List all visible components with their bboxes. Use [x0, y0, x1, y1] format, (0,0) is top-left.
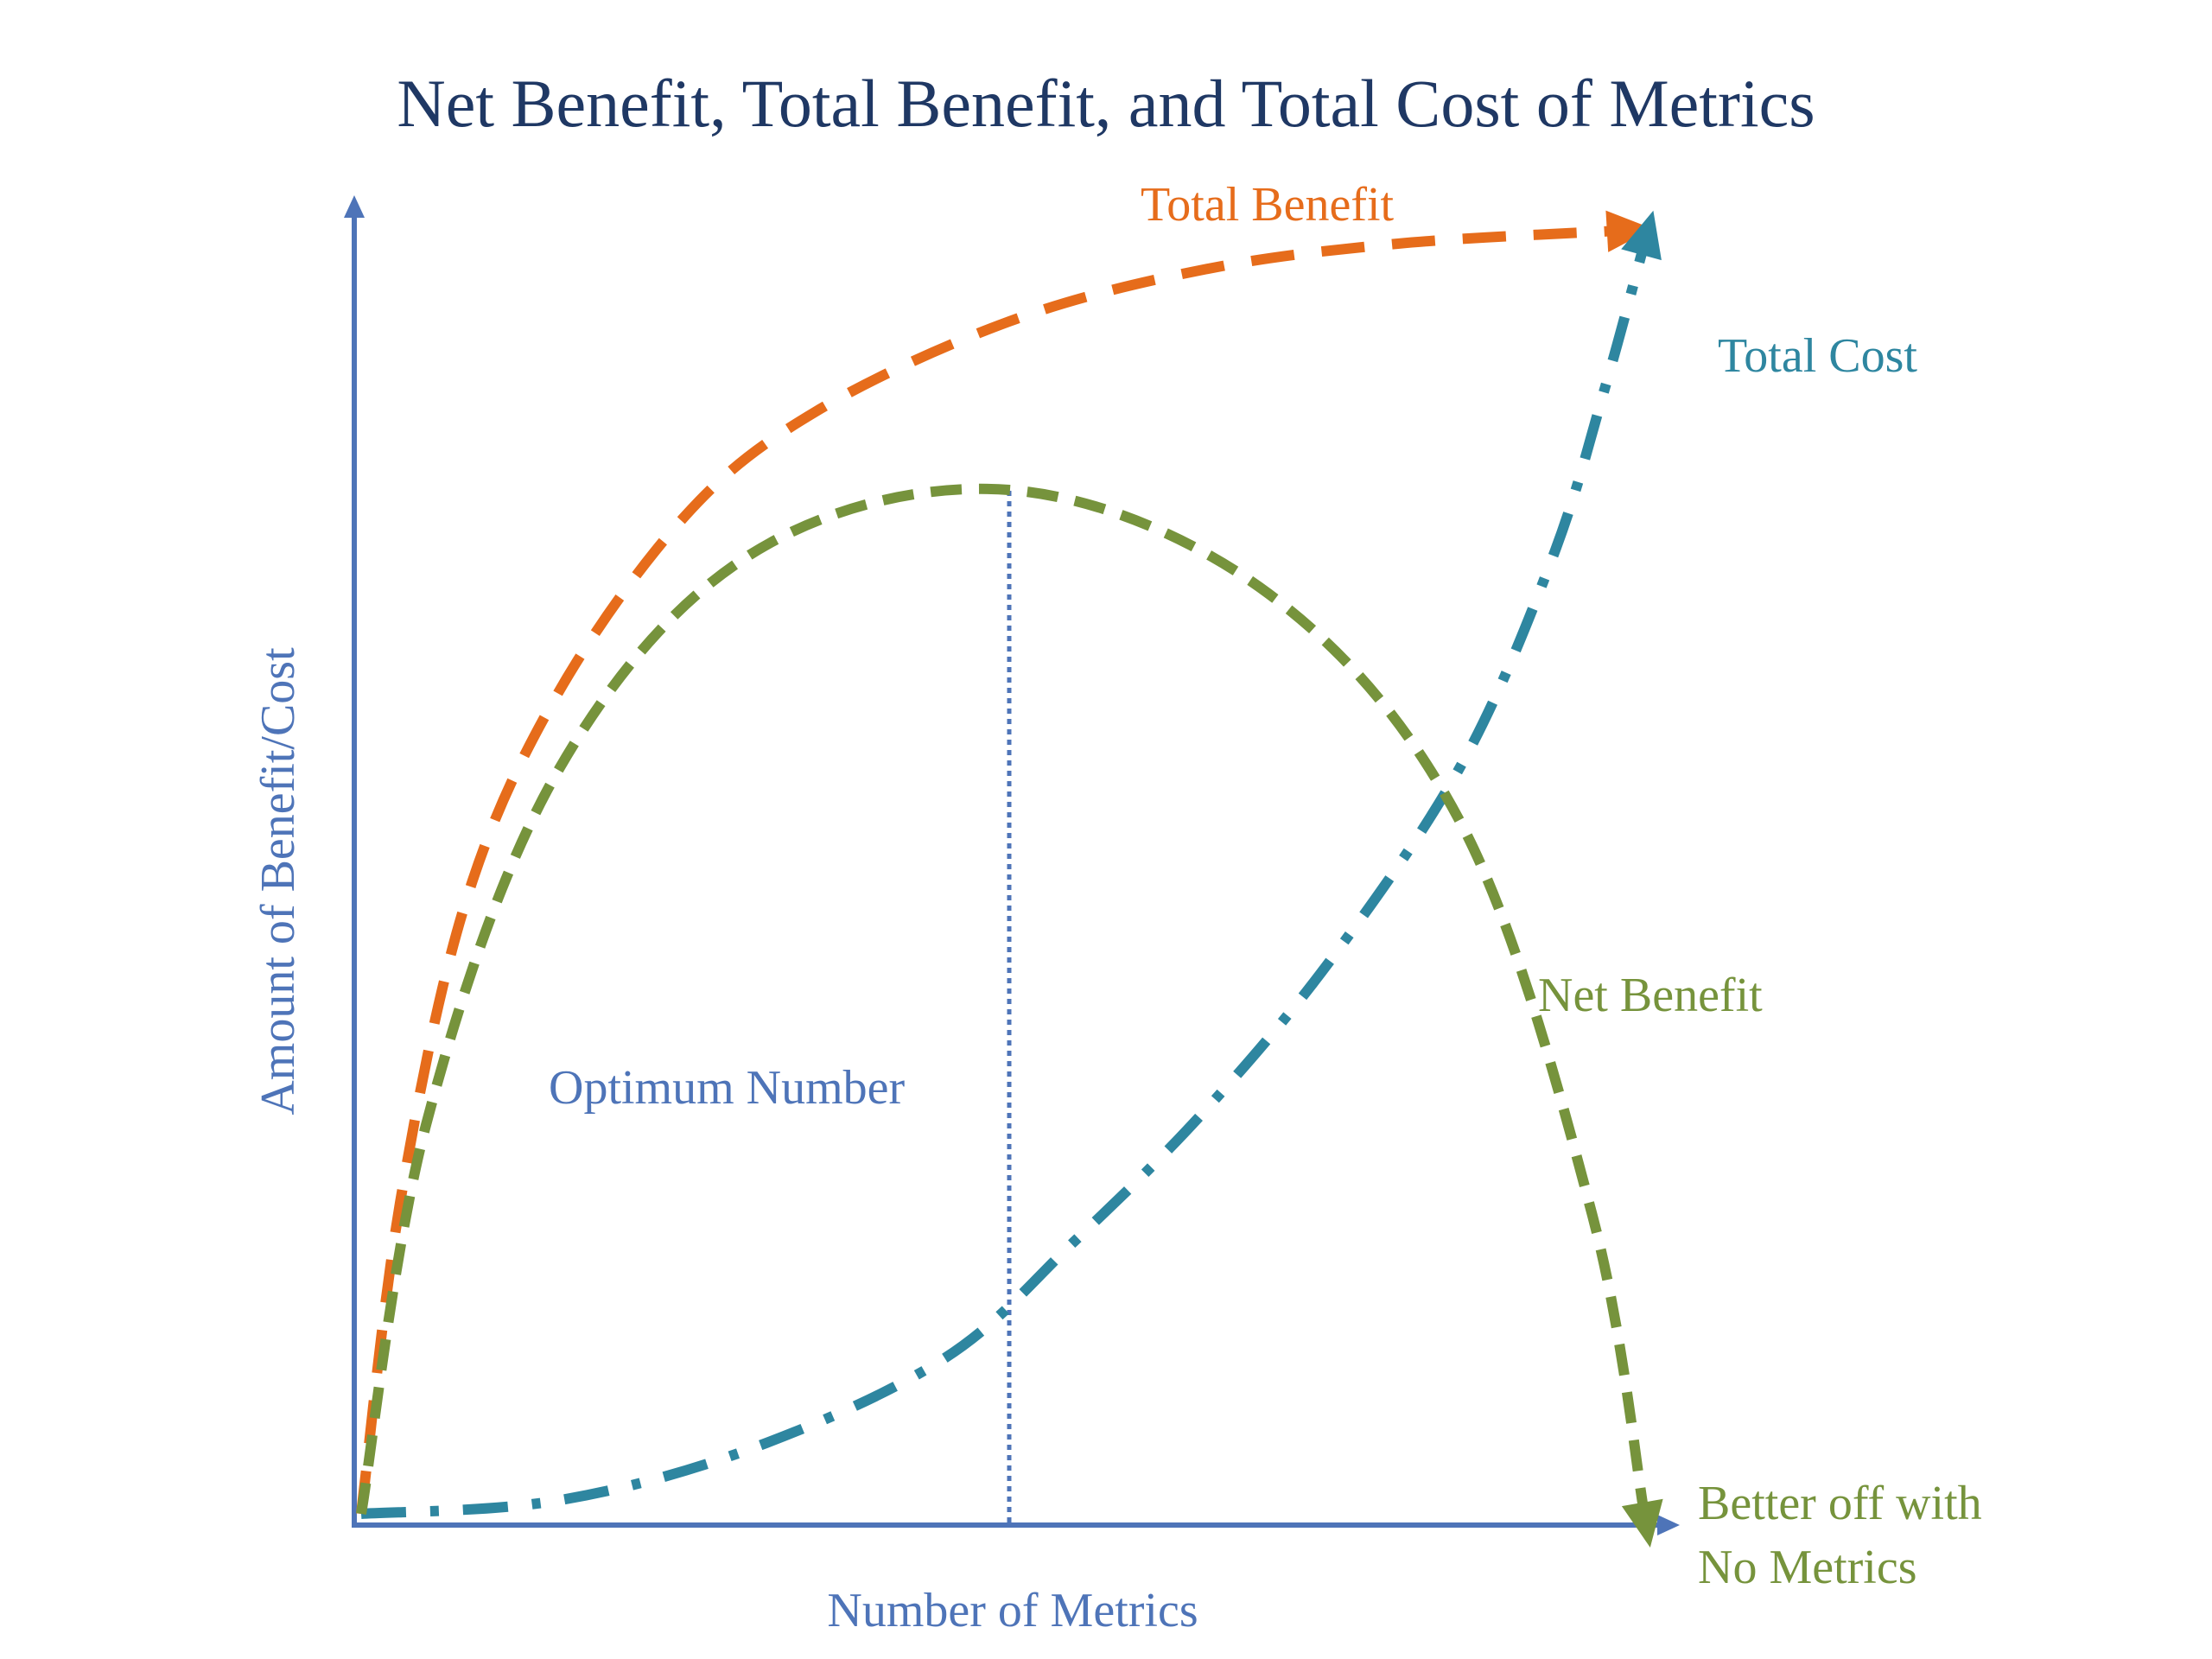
series-label-total-cost: Total Cost [1718, 329, 1917, 383]
series-total-cost-line [360, 242, 1649, 1519]
total-benefit-arrowhead [1605, 210, 1653, 252]
optimum-number-label: Optimum Number [549, 1061, 906, 1115]
series-net-benefit-line [356, 483, 1649, 1516]
y-axis-arrowhead [344, 195, 365, 218]
x-axis-label: Number of Metrics [827, 1584, 1198, 1637]
x-axis-arrowhead [1657, 1515, 1680, 1535]
no-metrics-label-line2: No Metrics [1698, 1541, 1917, 1594]
total-cost-arrowhead [1621, 210, 1662, 261]
net-benefit-arrowhead [1621, 1498, 1663, 1548]
axes [344, 195, 1680, 1535]
no-metrics-label-line1: Better off with [1698, 1477, 1982, 1530]
y-axis-label: Amount of Benefit/Cost [251, 647, 305, 1116]
series-total-benefit-line [356, 226, 1619, 1515]
chart-title: Net Benefit, Total Benefit, and Total Co… [397, 66, 1815, 141]
series-label-total-benefit: Total Benefit [1141, 178, 1395, 232]
series-label-net-benefit: Net Benefit [1538, 969, 1763, 1022]
